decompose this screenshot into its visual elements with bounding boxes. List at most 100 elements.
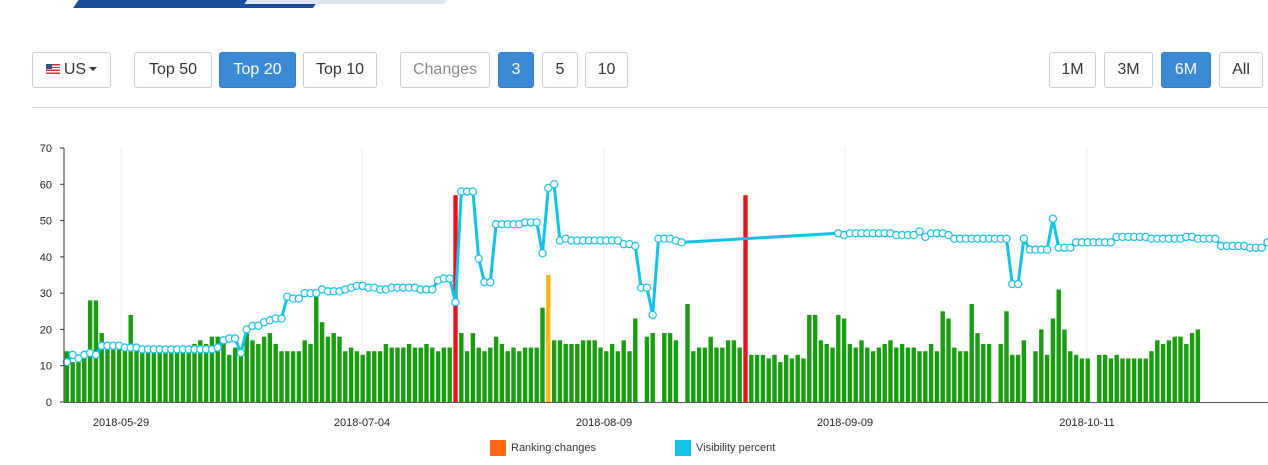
ranking-change-bar bbox=[128, 314, 133, 402]
visibility-point bbox=[468, 187, 478, 196]
ranking-change-bar bbox=[250, 340, 255, 402]
ranking-change-bar bbox=[354, 351, 360, 402]
visibility-point bbox=[1257, 243, 1266, 252]
ranking-change-bar bbox=[401, 347, 406, 402]
ranking-change-bar bbox=[319, 322, 325, 402]
ranking-change-bar bbox=[940, 311, 945, 402]
ranking-change-bar bbox=[1073, 354, 1079, 402]
ranking-change-bar bbox=[302, 340, 307, 402]
legend-ranking-label[interactable]: Ranking changes bbox=[511, 442, 597, 454]
visibility-point bbox=[254, 321, 263, 330]
ranking-change-bar bbox=[876, 347, 882, 402]
visibility-point bbox=[486, 278, 495, 287]
visibility-point bbox=[613, 236, 623, 245]
ranking-change-bar bbox=[807, 314, 812, 402]
ranking-change-bar bbox=[1189, 333, 1195, 402]
visibility-point bbox=[1042, 245, 1052, 254]
ranking-change-bar bbox=[633, 318, 638, 402]
ranking-change-bar bbox=[232, 347, 238, 402]
visibility-point bbox=[631, 241, 640, 251]
period-all-button[interactable]: All bbox=[1219, 52, 1263, 88]
ranking-change-bar bbox=[1143, 358, 1148, 402]
ranking-change-bar bbox=[192, 343, 197, 402]
visibility-point bbox=[538, 249, 547, 258]
changes-5-button[interactable]: 5 bbox=[542, 52, 578, 88]
top-10-button[interactable]: Top 10 bbox=[303, 52, 377, 88]
top-20-button[interactable]: Top 20 bbox=[219, 52, 296, 88]
visibility-point bbox=[74, 354, 83, 363]
period-6m-button[interactable]: 6M bbox=[1161, 52, 1211, 88]
ranking-change-bar bbox=[714, 347, 719, 402]
ranking-change-bar bbox=[308, 343, 313, 402]
ranking-change-bar bbox=[812, 314, 818, 402]
visibility-point bbox=[1013, 279, 1023, 289]
x-tick-label: 2018-10-11 bbox=[1059, 417, 1114, 429]
ranking-change-bar bbox=[517, 351, 522, 402]
ranking-change-bar bbox=[267, 333, 273, 402]
visibility-point bbox=[213, 343, 222, 352]
ranking-change-bar bbox=[986, 343, 992, 402]
ranking-change-bar bbox=[720, 347, 725, 402]
ranking-change-bar bbox=[1044, 354, 1050, 402]
legend-visibility-label[interactable]: Visibility percent bbox=[696, 442, 776, 454]
ranking-change-bar bbox=[1102, 354, 1108, 402]
ranking-change-bar bbox=[180, 347, 186, 402]
ranking-change-bar bbox=[841, 318, 847, 402]
changes-3-button[interactable]: 3 bbox=[498, 52, 534, 88]
visibility-point bbox=[544, 183, 553, 193]
ranking-change-bar bbox=[865, 347, 870, 402]
ranking-change-bar bbox=[1149, 351, 1154, 402]
x-tick-label: 2018-07-04 bbox=[334, 417, 390, 429]
ranking-change-bar bbox=[279, 351, 284, 402]
visibility-point bbox=[1211, 234, 1220, 243]
caret-down-icon bbox=[89, 66, 98, 71]
ranking-change-bar bbox=[818, 340, 824, 402]
ranking-change-bar bbox=[482, 351, 487, 402]
ranking-change-bar bbox=[783, 354, 789, 402]
ranking-change-bar-highlight bbox=[743, 195, 748, 402]
ranking-change-bar bbox=[227, 354, 232, 402]
ranking-change-bar bbox=[82, 351, 87, 402]
ranking-change-bar bbox=[1015, 354, 1021, 402]
visibility-point bbox=[1019, 234, 1029, 243]
us-flag-icon bbox=[45, 63, 60, 74]
ranking-change-bar bbox=[215, 336, 220, 402]
ranking-change-bar bbox=[238, 347, 244, 402]
ranking-change-bar bbox=[899, 343, 905, 402]
ranking-change-bar bbox=[778, 362, 783, 402]
ranking-change-bar-highlight bbox=[546, 275, 551, 402]
visibility-point bbox=[944, 230, 953, 240]
ranking-change-bar bbox=[627, 351, 632, 402]
ranking-change-bar bbox=[169, 351, 174, 402]
ranking-change-bar bbox=[459, 333, 464, 402]
ranking-change-bar bbox=[766, 358, 771, 402]
visibility-point bbox=[62, 357, 72, 367]
visibility-point bbox=[909, 230, 918, 240]
ranking-change-bar bbox=[696, 347, 702, 402]
ranking-change-bar bbox=[1126, 358, 1131, 402]
ranking-change-bar bbox=[325, 336, 331, 402]
country-dropdown[interactable]: US bbox=[32, 52, 111, 88]
ranking-change-bar bbox=[917, 351, 922, 402]
ranking-change-bar bbox=[470, 333, 476, 402]
ranking-change-bar bbox=[389, 347, 394, 402]
ranking-change-bar bbox=[412, 347, 418, 402]
ranking-change-bar bbox=[76, 354, 81, 402]
ranking-change-bar bbox=[163, 351, 168, 402]
ranking-change-bar bbox=[1068, 351, 1073, 402]
ranking-change-bar bbox=[1085, 358, 1090, 402]
ranking-change-bar bbox=[557, 340, 563, 402]
toolbar-divider bbox=[32, 107, 1268, 108]
ranking-change-bar bbox=[946, 318, 951, 402]
ranking-change-bar bbox=[1056, 289, 1061, 402]
changes-10-button[interactable]: 10 bbox=[585, 52, 628, 88]
period-1m-button[interactable]: 1M bbox=[1049, 52, 1096, 88]
y-tick-label: 20 bbox=[40, 324, 52, 336]
ranking-change-bar bbox=[760, 354, 766, 402]
ranking-change-bar bbox=[290, 351, 296, 402]
ranking-change-bar bbox=[1172, 336, 1177, 402]
top-50-button[interactable]: Top 50 bbox=[134, 52, 212, 88]
ranking-change-bar bbox=[488, 347, 493, 402]
period-3m-button[interactable]: 3M bbox=[1104, 52, 1153, 88]
ranking-change-bar bbox=[969, 304, 974, 402]
